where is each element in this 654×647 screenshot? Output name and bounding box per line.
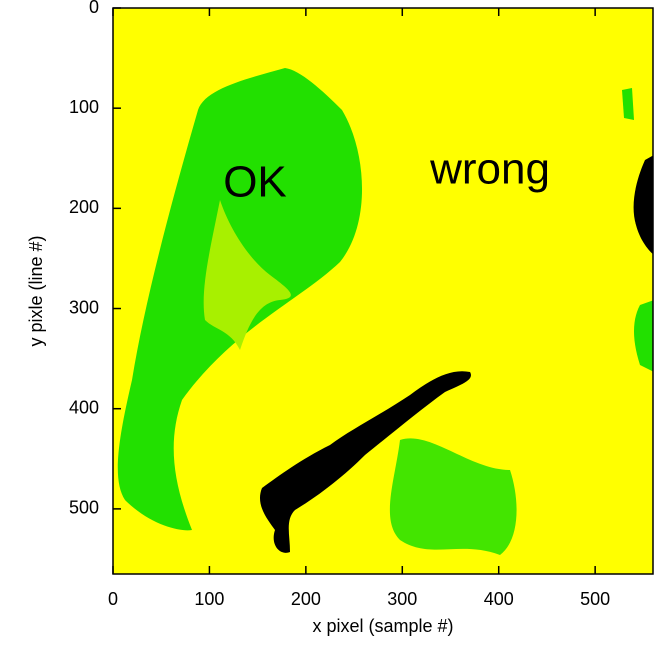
green-patch — [634, 300, 653, 372]
x-axis-label: x pixel (sample #) — [312, 616, 453, 636]
black-region — [633, 155, 653, 255]
green-patch — [622, 88, 634, 120]
x-tick-label: 200 — [291, 589, 321, 609]
x-tick-label: 100 — [194, 589, 224, 609]
x-tick-label: 0 — [108, 589, 118, 609]
y-tick-label: 100 — [69, 97, 99, 117]
x-tick-label: 300 — [387, 589, 417, 609]
y-tick-label: 300 — [69, 297, 99, 317]
plot-frame — [112, 7, 654, 575]
image — [113, 8, 653, 574]
y-tick-label: 500 — [69, 498, 99, 518]
light-green-patch — [203, 200, 291, 350]
x-tick-label: 500 — [580, 589, 610, 609]
y-tick-label: 400 — [69, 397, 99, 417]
y-axis-label: y pixle (line #) — [26, 235, 46, 346]
annotation: wrong — [429, 145, 550, 194]
annotation: OK — [223, 158, 287, 207]
y-tick-label: 200 — [69, 197, 99, 217]
black-region — [259, 371, 471, 553]
y-tick-label: 0 — [89, 0, 99, 17]
x-tick-label: 400 — [484, 589, 514, 609]
green-patch — [389, 438, 517, 555]
